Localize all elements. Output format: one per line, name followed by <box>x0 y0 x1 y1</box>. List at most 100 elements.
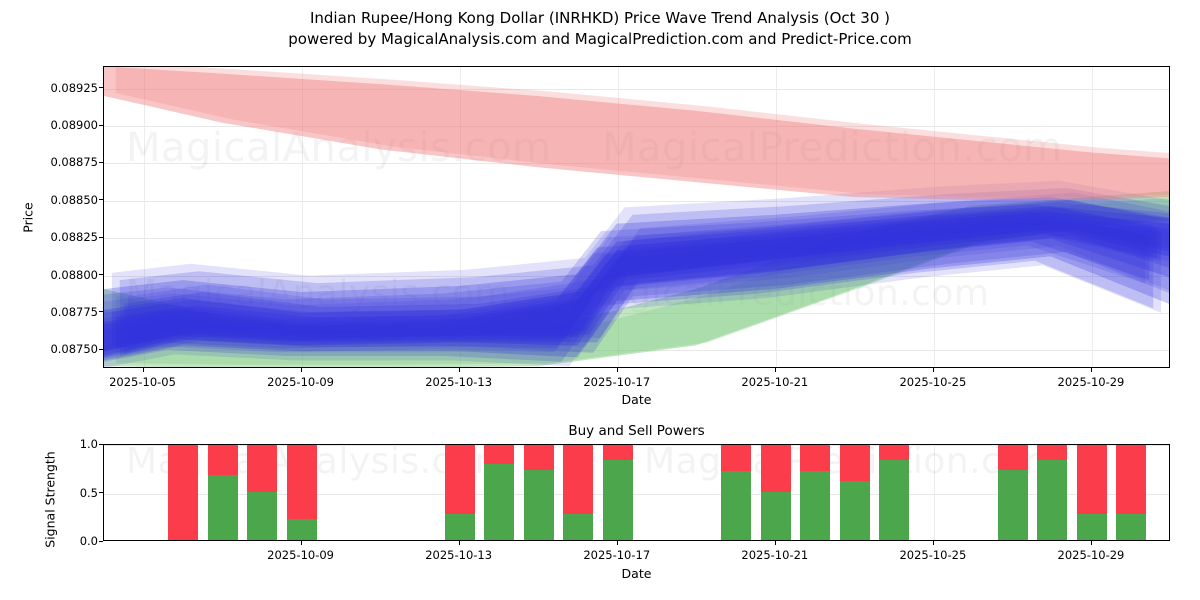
price-y-tick-label: 0.08750 <box>50 342 98 357</box>
power-bar-sell-segment <box>602 445 633 460</box>
power-bar[interactable] <box>247 445 278 540</box>
power-y-tick-label: 0.0 <box>79 534 98 548</box>
power-bar-buy-segment <box>602 459 633 540</box>
price-y-tick-label: 0.08825 <box>50 230 98 245</box>
power-bar[interactable] <box>602 445 633 540</box>
power-bar[interactable] <box>879 445 910 540</box>
power-x-tick-mark <box>616 541 618 545</box>
power-bar-sell-segment <box>879 445 910 461</box>
price-gridline <box>104 163 1169 165</box>
power-bar-sell-segment <box>484 445 515 465</box>
price-band-resistance-band <box>115 67 1169 197</box>
power-bar[interactable] <box>563 445 594 540</box>
price-x-tick-label: 2025-10-17 <box>583 375 651 389</box>
price-x-tick-mark <box>616 368 618 372</box>
power-chart-plot-area: MagicalAnalysis.com MagicalPrediction.co… <box>103 444 1170 541</box>
power-bar[interactable] <box>286 445 317 540</box>
power-bar[interactable] <box>997 445 1028 540</box>
power-bar-sell-segment <box>997 445 1028 471</box>
price-gridline-vertical <box>301 67 303 367</box>
power-bar-buy-segment <box>879 460 910 540</box>
power-bar[interactable] <box>760 445 791 540</box>
price-band-wave-band-2 <box>127 192 1169 350</box>
chart-title-line-1: Indian Rupee/Hong Kong Dollar (INRHKD) P… <box>309 9 891 27</box>
price-y-tick-mark <box>99 311 103 313</box>
power-bar[interactable] <box>1037 445 1068 540</box>
power-bar-sell-segment <box>207 445 238 476</box>
power-bar-sell-segment <box>286 445 317 519</box>
price-band-support-band <box>104 191 1169 367</box>
chart-title-block: Indian Rupee/Hong Kong Dollar (INRHKD) P… <box>0 8 1200 50</box>
power-x-tick-mark <box>1090 541 1092 545</box>
power-y-tick-mark <box>99 540 103 542</box>
price-band-wave-band-2 <box>104 217 1146 359</box>
price-gridline <box>104 126 1169 128</box>
price-y-tick-label: 0.08850 <box>50 192 98 207</box>
power-x-tick-label: 2025-10-13 <box>425 548 493 562</box>
price-band-wave-band-1 <box>104 196 1169 361</box>
price-band-wave-band-3 <box>115 207 1169 350</box>
power-bar-buy-segment <box>523 470 554 540</box>
power-bar[interactable] <box>1116 445 1147 540</box>
price-gridline-vertical <box>775 67 777 367</box>
power-bar-sell-segment <box>839 445 870 481</box>
price-gridline <box>104 88 1169 90</box>
power-bar-buy-segment <box>997 470 1028 540</box>
power-bar[interactable] <box>839 445 870 540</box>
power-bar[interactable] <box>800 445 831 540</box>
power-x-tick-label: 2025-10-29 <box>1057 548 1125 562</box>
power-bar[interactable] <box>1076 445 1107 540</box>
price-y-tick-label: 0.08800 <box>50 267 98 282</box>
power-bar-buy-segment <box>247 491 278 540</box>
price-band-wave-band-2 <box>104 211 1150 356</box>
power-gridline <box>104 445 1169 446</box>
power-bar-sell-segment <box>168 445 199 540</box>
power-bar-sell-segment <box>760 445 791 492</box>
power-bar-sell-segment <box>1076 445 1107 514</box>
power-bar-buy-segment <box>444 513 475 540</box>
price-band-wave-band-3 <box>104 220 1162 355</box>
power-bar[interactable] <box>444 445 475 540</box>
price-band-wave-band-1 <box>104 210 1162 367</box>
price-y-tick-mark <box>99 87 103 89</box>
price-y-axis-label: Price <box>20 202 36 233</box>
price-y-tick-mark <box>99 124 103 126</box>
price-x-tick-label: 2025-10-09 <box>267 375 334 389</box>
power-bar-buy-segment <box>800 471 831 540</box>
price-y-tick-label: 0.08900 <box>50 118 98 133</box>
power-y-tick-label: 1.0 <box>79 437 98 451</box>
price-wave-bands <box>104 67 1169 367</box>
power-bar-buy-segment <box>563 513 594 540</box>
price-gridline <box>104 350 1169 352</box>
price-gridline-vertical <box>617 67 619 367</box>
power-bar[interactable] <box>207 445 238 540</box>
power-bar[interactable] <box>721 445 752 540</box>
price-x-axis-label: Date <box>621 392 652 407</box>
price-x-tick-label: 2025-10-21 <box>741 375 809 389</box>
price-gridline <box>104 200 1169 202</box>
price-band-wave-band-3 <box>111 202 1169 346</box>
price-x-tick-label: 2025-10-05 <box>109 375 176 389</box>
power-bar-buy-segment <box>207 475 238 540</box>
power-bar[interactable] <box>523 445 554 540</box>
price-x-tick-label: 2025-10-13 <box>425 375 493 389</box>
power-x-tick-mark <box>932 541 934 545</box>
power-bar-sell-segment <box>523 445 554 471</box>
power-x-tick-label: 2025-10-17 <box>583 548 651 562</box>
price-x-tick-mark <box>932 368 934 372</box>
power-bar[interactable] <box>168 445 199 540</box>
power-gridline-vertical <box>933 445 935 540</box>
power-x-tick-label: 2025-10-21 <box>741 548 809 562</box>
price-band-resistance-band <box>104 67 1169 200</box>
price-y-tick-mark <box>99 348 103 350</box>
power-bar-buy-segment <box>484 464 515 540</box>
price-gridline-vertical <box>1091 67 1093 367</box>
power-x-tick-mark <box>458 541 460 545</box>
price-y-tick-label: 0.08775 <box>50 304 98 319</box>
power-y-tick-mark <box>99 443 103 445</box>
power-bar[interactable] <box>484 445 515 540</box>
price-y-tick-mark <box>99 199 103 201</box>
power-y-tick-label: 0.5 <box>79 485 98 500</box>
price-gridline <box>104 238 1169 240</box>
power-x-tick-mark <box>774 541 776 545</box>
